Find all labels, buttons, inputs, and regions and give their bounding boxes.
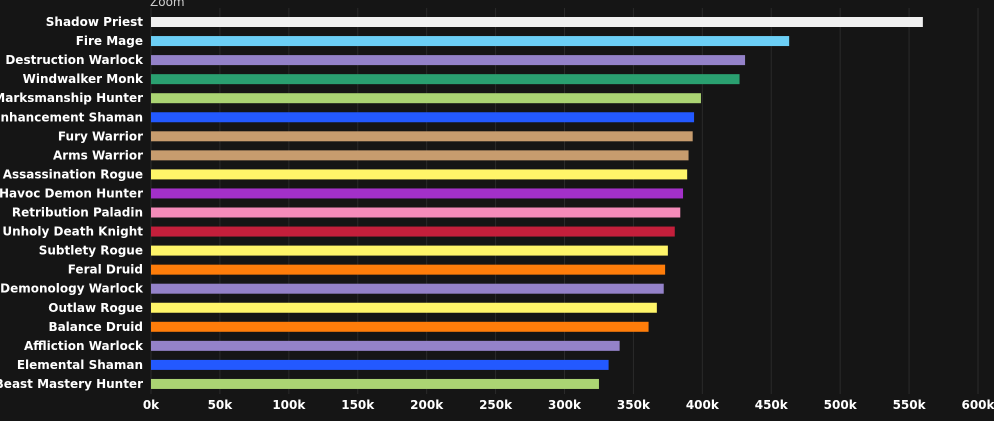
- bar[interactable]: [151, 55, 746, 66]
- bar[interactable]: [151, 169, 688, 180]
- x-tick-label: 200k: [410, 398, 444, 412]
- bar[interactable]: [151, 36, 790, 47]
- category-label: Fire Mage: [76, 34, 143, 48]
- x-tick-label: 250k: [479, 398, 513, 412]
- bar[interactable]: [151, 93, 701, 104]
- bar[interactable]: [151, 150, 689, 161]
- bar[interactable]: [151, 112, 695, 123]
- bar[interactable]: [151, 207, 681, 218]
- category-label: Beast Mastery Hunter: [0, 377, 143, 391]
- bars: [151, 17, 923, 389]
- category-label: Assassination Rogue: [3, 167, 143, 181]
- category-label: Havoc Demon Hunter: [0, 186, 143, 200]
- x-tick-label: 150k: [341, 398, 375, 412]
- bar[interactable]: [151, 359, 609, 370]
- x-tick-label: 450k: [755, 398, 789, 412]
- x-tick-label: 300k: [548, 398, 582, 412]
- category-label: Enhancement Shaman: [0, 110, 143, 124]
- x-tick-label: 550k: [893, 398, 927, 412]
- bar[interactable]: [151, 264, 666, 275]
- bar[interactable]: [151, 302, 657, 313]
- category-label: Balance Druid: [48, 320, 143, 334]
- grid-lines: [150, 8, 979, 394]
- bar[interactable]: [151, 226, 675, 237]
- category-label: Affliction Warlock: [24, 339, 144, 353]
- bar[interactable]: [151, 340, 620, 351]
- category-label: Outlaw Rogue: [48, 301, 143, 315]
- bar[interactable]: [151, 74, 740, 85]
- bar[interactable]: [151, 321, 649, 332]
- x-tick-label: 400k: [686, 398, 720, 412]
- category-label: Subtlety Rogue: [39, 244, 143, 258]
- category-label: Marksmanship Hunter: [0, 91, 143, 105]
- bar[interactable]: [151, 283, 664, 294]
- category-label: Windwalker Monk: [23, 72, 144, 86]
- x-tick-label: 500k: [824, 398, 858, 412]
- category-label: Feral Druid: [68, 263, 143, 277]
- bar[interactable]: [151, 378, 599, 389]
- category-label: Demonology Warlock: [0, 282, 144, 296]
- bar[interactable]: [151, 17, 923, 27]
- x-tick-label: 350k: [617, 398, 651, 412]
- category-label: Elemental Shaman: [17, 358, 143, 372]
- category-labels: Shadow Priest Fire Mage Destruction Warloc…: [0, 15, 144, 391]
- bar[interactable]: [151, 131, 693, 142]
- zoom-label[interactable]: Zoom: [150, 0, 185, 9]
- x-tick-label: 0k: [143, 398, 160, 412]
- bar[interactable]: [151, 245, 668, 256]
- category-label: Fury Warrior: [58, 129, 143, 143]
- category-label: Arms Warrior: [53, 148, 143, 162]
- category-label: Retribution Paladin: [12, 206, 143, 220]
- category-label: Destruction Warlock: [5, 53, 144, 67]
- x-tick-label: 100k: [272, 398, 306, 412]
- category-label: Unholy Death Knight: [2, 225, 143, 239]
- bar[interactable]: [151, 188, 684, 199]
- x-tick-label: 50k: [208, 398, 234, 412]
- category-label: Shadow Priest: [46, 15, 143, 29]
- x-tick-label: 600k: [961, 398, 994, 412]
- x-tick-labels: 0k 50k 100k 150k 200k 250k 300k 350k 400k 450k 500…: [143, 398, 994, 412]
